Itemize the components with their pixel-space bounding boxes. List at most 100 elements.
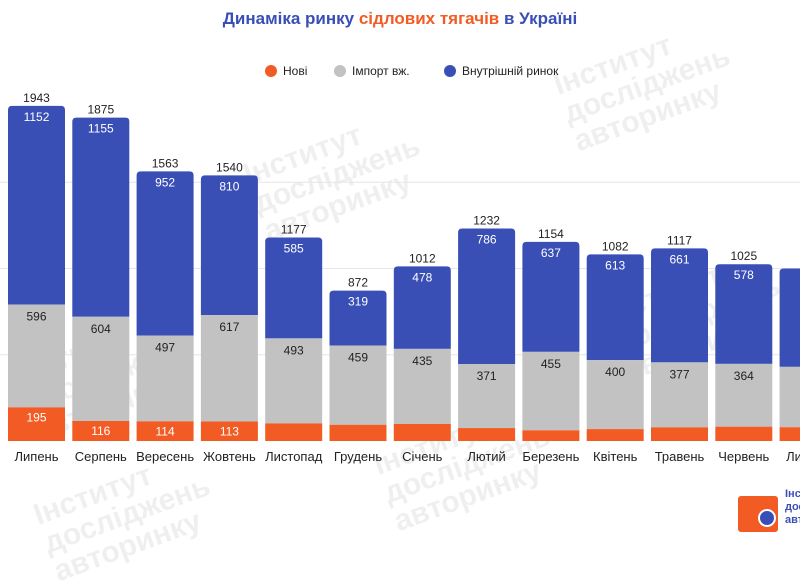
xtick-label-3: Жовтень — [203, 449, 256, 464]
label-total-4: 1177 — [281, 222, 307, 236]
label-domestic-9: 613 — [605, 258, 625, 272]
label-import-9: 400 — [605, 365, 625, 379]
label-new-1: 116 — [91, 424, 110, 438]
xtick-label-12: Липень — [786, 449, 800, 464]
label-domestic-8: 637 — [541, 246, 561, 260]
bar-domestic-5 — [329, 290, 387, 346]
xtick-label-1: Серпень — [75, 449, 127, 464]
label-total-1: 1875 — [87, 103, 114, 117]
bar-import-7 — [458, 364, 516, 429]
legend-item-new: Нові — [265, 64, 307, 78]
bar-domestic-10 — [651, 248, 708, 363]
bar-import-11 — [715, 363, 773, 427]
label-total-7: 1232 — [473, 213, 500, 227]
label-total-2: 1563 — [152, 156, 179, 170]
bar-import-12 — [779, 366, 800, 428]
title-part-1: Динаміка ринку — [222, 9, 359, 28]
bar-domestic-9 — [586, 254, 644, 361]
bar-new-4 — [265, 423, 323, 441]
legend-label-import: Імпорт вж. — [352, 64, 410, 78]
bar-new-3 — [200, 421, 258, 441]
bar-import-8 — [522, 351, 580, 431]
label-domestic-11: 578 — [734, 268, 754, 282]
bar-domestic-4 — [265, 237, 323, 339]
xtick-label-9: Квітень — [593, 449, 638, 464]
label-new-0: 195 — [26, 410, 46, 424]
bar-domestic-3 — [200, 175, 258, 316]
bar-domestic-7 — [458, 228, 516, 365]
bar-new-9 — [586, 429, 644, 441]
bar-domestic-8 — [522, 241, 580, 352]
label-total-3: 1540 — [216, 160, 243, 174]
bar-new-10 — [651, 427, 708, 441]
label-domestic-1: 1155 — [88, 122, 114, 136]
bar-new-8 — [522, 430, 580, 441]
label-import-11: 364 — [734, 369, 754, 383]
label-total-9: 1082 — [602, 239, 629, 253]
bar-domestic-2 — [136, 171, 194, 336]
label-total-5: 872 — [348, 276, 368, 290]
bar-chart: 195 596 1152 1943 Липень 116 604 1155 1875 Серпен… — [0, 91, 800, 464]
label-import-0: 596 — [26, 310, 46, 324]
legend-label-domestic: Внутрішній ринок — [462, 64, 559, 78]
label-domestic-2: 952 — [155, 175, 175, 189]
legend-swatch-import — [334, 65, 346, 77]
label-domestic-0: 1152 — [24, 110, 50, 124]
legend-item-import: Імпорт вж. — [334, 64, 410, 78]
label-total-11: 1025 — [730, 249, 757, 263]
label-import-5: 459 — [348, 351, 368, 365]
bar-domestic-6 — [393, 266, 451, 349]
label-domestic-5: 319 — [348, 295, 368, 309]
label-import-1: 604 — [91, 322, 111, 336]
bar-new-2 — [136, 421, 194, 441]
bar-new-6 — [393, 423, 451, 441]
bar-new-5 — [329, 424, 387, 441]
label-new-3: 113 — [220, 425, 239, 439]
bar-new-1 — [72, 420, 130, 441]
label-total-10: 1117 — [667, 233, 692, 247]
label-total-6: 1012 — [409, 251, 436, 265]
bar-domestic-11 — [715, 264, 773, 364]
bar-import-3 — [200, 315, 258, 422]
bar-import-2 — [136, 335, 194, 422]
label-import-8: 455 — [541, 357, 561, 371]
bar-import-0 — [8, 304, 65, 408]
bar-import-10 — [651, 362, 708, 428]
label-import-7: 371 — [477, 369, 497, 383]
label-total-8: 1154 — [538, 227, 564, 241]
bar-new-12 — [779, 427, 800, 441]
bar-import-6 — [393, 348, 451, 424]
bar-import-9 — [586, 360, 644, 430]
bar-import-1 — [72, 316, 130, 421]
label-domestic-7: 786 — [477, 232, 497, 246]
xtick-label-6: Січень — [402, 449, 442, 464]
label-domestic-3: 810 — [219, 179, 239, 193]
label-total-0: 1943 — [23, 91, 50, 105]
label-domestic-6: 478 — [412, 270, 432, 284]
bar-domestic-0 — [8, 105, 65, 305]
label-domestic-4: 585 — [284, 241, 304, 255]
xtick-label-7: Лютий — [467, 449, 505, 464]
label-import-4: 493 — [284, 343, 304, 357]
label-new-2: 114 — [156, 424, 175, 438]
chart-legend: Нові Імпорт вж. Внутрішній ринок — [0, 64, 800, 84]
bar-domestic-1 — [72, 117, 130, 317]
xtick-label-0: Липень — [14, 449, 58, 464]
bar-new-0 — [8, 407, 65, 441]
xtick-label-2: Вересень — [136, 449, 194, 464]
label-import-2: 497 — [155, 341, 175, 355]
bar-new-7 — [458, 428, 516, 441]
label-import-6: 435 — [412, 354, 432, 368]
chart-title: Динаміка ринку сідлових тягачів в Україн… — [0, 9, 800, 29]
logo-text: Інс дос авт — [785, 488, 800, 526]
bar-import-4 — [265, 338, 323, 424]
title-part-3: в Україні — [499, 9, 578, 28]
xtick-label-11: Червень — [718, 449, 769, 464]
bar-domestic-12 — [779, 268, 800, 367]
xtick-label-10: Травень — [655, 449, 705, 464]
legend-swatch-new — [265, 65, 277, 77]
title-part-2: сідлових тягачів — [358, 9, 500, 28]
xtick-label-5: Грудень — [334, 449, 382, 464]
bar-import-5 — [329, 345, 387, 425]
xtick-label-8: Березень — [522, 449, 579, 464]
